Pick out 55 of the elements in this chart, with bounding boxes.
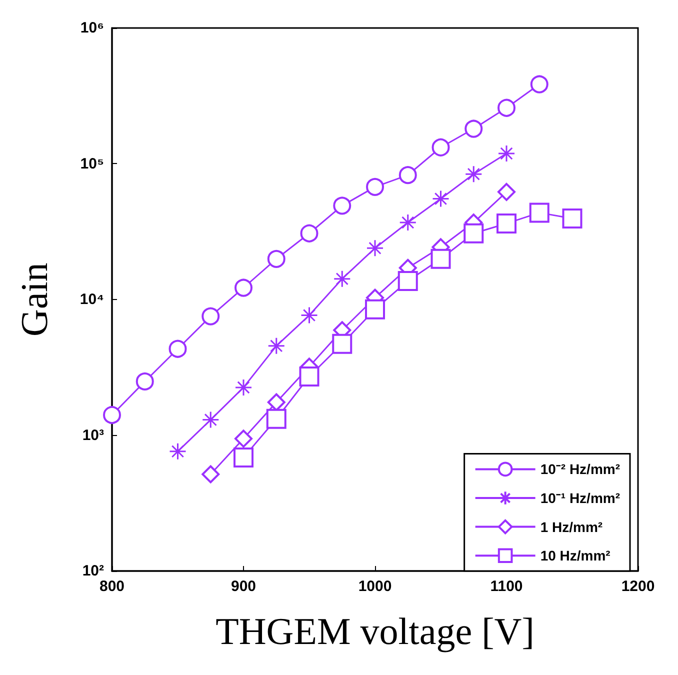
point (234, 447, 254, 468)
x-tick-label: 800 (99, 578, 125, 595)
point (562, 208, 582, 229)
point (202, 465, 220, 484)
point (398, 166, 417, 184)
point (103, 406, 121, 424)
point (234, 278, 252, 297)
x-tick-label: 1000 (358, 578, 392, 595)
point (399, 214, 417, 232)
point (266, 408, 286, 429)
point (430, 248, 451, 269)
point (464, 223, 484, 244)
x-tick-label: 1200 (621, 578, 655, 595)
point (299, 366, 320, 386)
point (432, 138, 450, 156)
y-axis-title: Gain (14, 262, 56, 336)
point (464, 120, 483, 138)
point (398, 270, 418, 291)
y-tick-label: 10⁵ (80, 155, 104, 172)
legend-label: 1 Hz/mm² (540, 518, 603, 535)
point (366, 178, 384, 196)
point (234, 430, 252, 448)
point (530, 75, 548, 94)
point (498, 182, 516, 201)
point (202, 411, 220, 429)
point (169, 442, 186, 460)
point (498, 144, 516, 162)
y-tick-label: 10² (82, 562, 104, 580)
point (136, 372, 154, 390)
point (432, 190, 450, 208)
point (168, 340, 187, 358)
x-tick-label: 1100 (490, 578, 523, 595)
x-tick-label: 900 (230, 578, 256, 595)
legend-label: 10⁻¹ Hz/mm² (540, 490, 620, 506)
point (366, 239, 384, 257)
point (496, 213, 516, 234)
point (333, 270, 351, 288)
point (333, 196, 352, 215)
legend-label: 10 Hz/mm² (540, 548, 611, 564)
point (464, 165, 482, 183)
x-axis-title: THGEM voltage [V] (216, 611, 534, 653)
point (498, 98, 516, 117)
y-tick-label: 10³ (82, 426, 104, 444)
legend-label: 10⁻² Hz/mm² (540, 461, 620, 478)
point (267, 250, 286, 268)
point (332, 334, 352, 354)
point (234, 378, 252, 396)
point (268, 337, 286, 355)
point (529, 202, 550, 223)
point (365, 299, 385, 320)
y-tick-label: 10⁴ (80, 291, 104, 308)
point (300, 306, 318, 324)
point (202, 307, 220, 326)
point (300, 224, 318, 242)
y-tick-label: 10⁶ (80, 20, 104, 36)
